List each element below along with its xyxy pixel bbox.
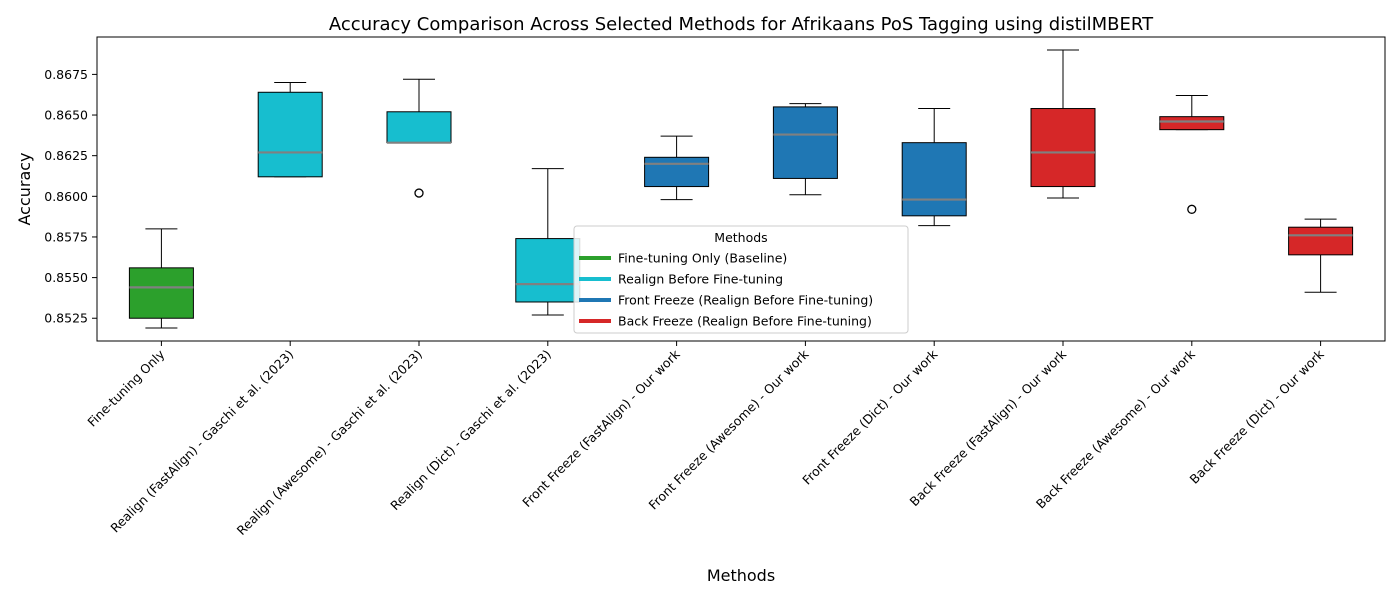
box-group [772,103,838,196]
x-tick-label: Front Freeze (FastAlign) - Our work [519,346,683,510]
box-rect [257,91,323,178]
legend-entry-label: Back Freeze (Realign Before Fine-tuning) [618,314,872,329]
plot-area [128,49,1354,329]
box-group [644,135,710,201]
legend-title: Methods [714,230,767,245]
y-tick-label: 0.8600 [44,189,88,204]
legend: Methods Fine-tuning Only (Baseline) Realig… [573,225,909,334]
x-tick-label: Back Freeze (FastAlign) - Our work [907,346,1070,509]
y-tick-label: 0.8675 [44,67,88,82]
box-group [515,168,581,316]
chart-title: Accuracy Comparison Across Selected Meth… [329,14,1154,35]
box-group [1030,49,1096,199]
box-group [1159,95,1225,214]
box-rect [1030,108,1096,188]
plot-frame [96,36,1386,342]
x-tick-label: Front Freeze (Awesome) - Our work [646,346,812,512]
box-rect [1159,116,1225,131]
box-rect [1288,226,1354,256]
legend-entry-label: Fine-tuning Only (Baseline) [618,251,787,266]
box-rect [644,156,710,188]
box-rect [386,111,452,144]
legend-entry-label: Front Freeze (Realign Before Fine-tuning… [618,293,873,308]
x-tick-label: Back Freeze (Awesome) - Our work [1033,346,1199,512]
y-tick-label: 0.8575 [44,229,88,244]
box-rect [901,142,967,217]
box-rect [772,106,838,179]
box-group [386,78,452,198]
y-tick-label: 0.8525 [44,311,88,326]
outlier-point [414,188,424,198]
legend-frame [573,225,909,334]
box-group [901,108,967,227]
box-rect [128,267,194,319]
y-axis-label: Accuracy [15,152,34,225]
outlier-point [1187,204,1197,214]
y-tick-label: 0.8625 [44,148,88,163]
box-group [1288,218,1354,293]
legend-entry-label: Realign Before Fine-tuning [618,272,783,287]
box-group [257,82,323,178]
x-tick-label: Back Freeze (Dict) - Our work [1187,346,1328,487]
box-group [128,228,194,329]
x-tick-label: Front Freeze (Dict) - Our work [799,346,941,488]
y-tick-label: 0.8550 [44,270,88,285]
x-tick-label: Fine-tuning Only [84,346,168,430]
box-rect [515,238,581,303]
x-tick-label: Realign (Dict) - Gaschi et al. (2023) [387,347,554,514]
x-axis-label: Methods [707,566,775,585]
y-tick-label: 0.8650 [44,108,88,123]
